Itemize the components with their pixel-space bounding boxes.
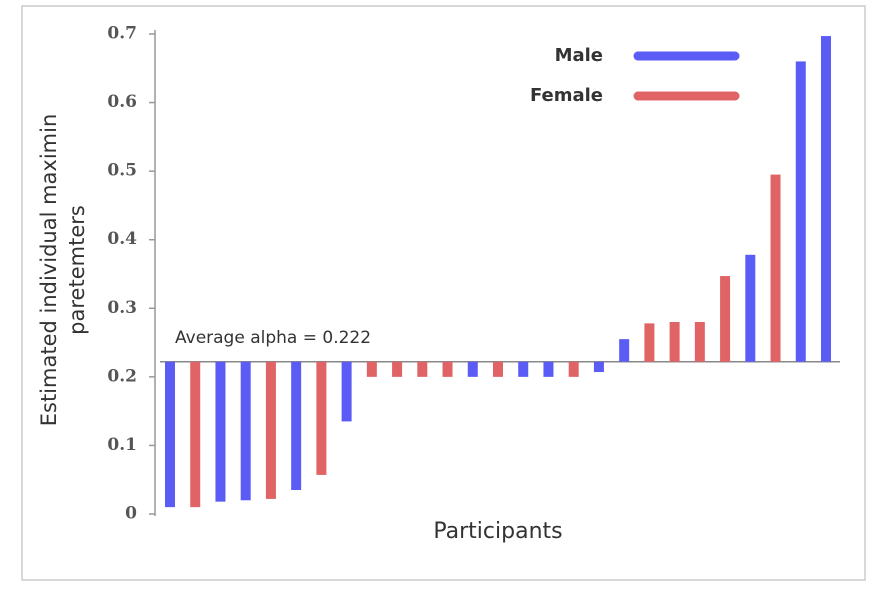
bar (316, 361, 327, 475)
bar (417, 361, 428, 377)
bar (240, 361, 251, 501)
legend-label: Female (530, 85, 603, 106)
y-tick-label: 0.5 (107, 161, 137, 181)
y-axis-label-line: Estimated individual maximin (37, 114, 61, 427)
bar (467, 361, 478, 377)
y-tick-label: 0.6 (107, 92, 137, 112)
bar (720, 276, 731, 362)
annotation: Average alpha = 0.222 (175, 328, 371, 348)
bar (543, 361, 554, 377)
bar (669, 322, 680, 362)
bar (341, 361, 352, 422)
bar (442, 361, 453, 377)
bar (795, 61, 806, 362)
bar (770, 174, 781, 362)
y-tick-label: 0.2 (107, 366, 137, 386)
bar (745, 254, 756, 362)
y-axis-label: Estimated individual maximin paretemters (37, 114, 89, 427)
bar (568, 361, 579, 377)
bar (518, 361, 529, 377)
legend-label: Male (555, 45, 603, 66)
y-tick-label: 0.3 (107, 298, 137, 318)
bar (392, 361, 403, 377)
bar (593, 361, 604, 373)
y-tick-label: 0.7 (107, 24, 137, 44)
bar (821, 36, 831, 362)
x-axis-label: Participants (433, 519, 562, 544)
bar (694, 322, 705, 362)
bar (215, 361, 226, 502)
bar (619, 339, 630, 362)
y-tick-label: 0.1 (107, 435, 137, 455)
y-tick-label: 0.4 (107, 229, 137, 249)
frame (21, 5, 866, 581)
y-tick-label: 0 (125, 504, 137, 524)
bar (366, 361, 377, 377)
bar (265, 361, 276, 499)
bar (190, 361, 201, 508)
y-axis-label-line: paretemters (65, 205, 89, 335)
bar (165, 361, 175, 508)
bar (493, 361, 503, 377)
bar (291, 361, 302, 490)
bar (644, 323, 655, 362)
